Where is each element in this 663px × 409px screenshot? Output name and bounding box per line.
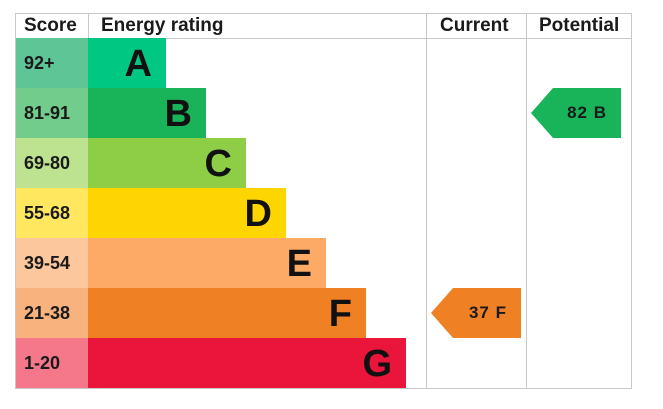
rating-letter-c: C (204, 143, 232, 185)
rating-letter-a: A (124, 43, 152, 85)
rating-bar-b: B (88, 88, 206, 138)
current-header: Current (440, 15, 509, 36)
score-range-f: 21-38 (16, 288, 88, 338)
rating-letter-f: F (328, 293, 352, 335)
rating-bar-d: D (88, 188, 286, 238)
potential-column-divider (526, 13, 527, 389)
rating-bar-f: F (88, 288, 366, 338)
rating-letter-g: G (362, 343, 392, 385)
score-range-g: 1-20 (16, 338, 88, 388)
current-column-divider (426, 13, 427, 389)
rating-letter-d: D (244, 193, 272, 235)
potential-header: Potential (539, 15, 620, 36)
rating-bar-a: A (88, 38, 166, 88)
score-range-b: 81-91 (16, 88, 88, 138)
rating-letter-b: B (164, 93, 192, 135)
current-rating-arrow: 37 F (431, 288, 521, 338)
potential-rating-arrow: 82 B (531, 88, 621, 138)
score-range-c: 69-80 (16, 138, 88, 188)
epc-chart-frame (15, 13, 632, 389)
score-range-a: 92+ (16, 38, 88, 88)
rating-bar-e: E (88, 238, 326, 288)
energy-rating-header: Energy rating (101, 15, 224, 36)
potential-rating-arrow-label: 82 B (567, 103, 607, 122)
header-divider (15, 38, 632, 39)
score-header: Score (24, 15, 77, 36)
rating-bar-g: G (88, 338, 406, 388)
score-range-d: 55-68 (16, 188, 88, 238)
rating-bar-c: C (88, 138, 246, 188)
current-rating-arrow-label: 37 F (468, 303, 507, 322)
score-range-e: 39-54 (16, 238, 88, 288)
rating-letter-e: E (286, 243, 312, 285)
